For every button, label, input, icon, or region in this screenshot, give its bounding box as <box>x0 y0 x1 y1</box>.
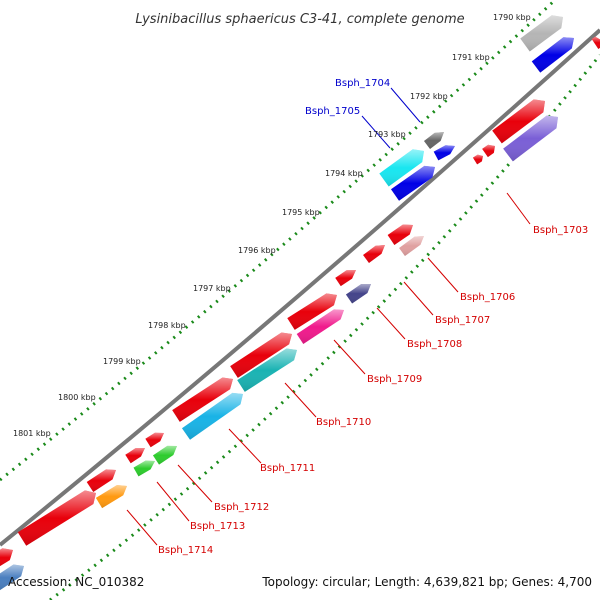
kbp-label: 1800 kbp <box>58 393 96 402</box>
gene-label[interactable]: Bsph_1705 <box>305 106 360 117</box>
gene-arrow-shade <box>472 154 483 165</box>
kbp-label: 1799 kbp <box>103 357 141 366</box>
accession-text: Accession: NC_010382 <box>8 575 144 589</box>
gene-arrow-shade <box>181 392 243 440</box>
gene-arrow-shade <box>423 132 444 149</box>
gene-arrow-shade <box>482 144 495 158</box>
label-connector <box>361 115 391 149</box>
kbp-label: 1796 kbp <box>238 246 276 255</box>
kbp-label: 1793 kbp <box>368 130 406 139</box>
gene-arrow-shade <box>503 115 558 162</box>
gene-arrow-shade <box>230 332 292 378</box>
kbp-label: 1801 kbp <box>13 429 51 438</box>
label-connectors <box>126 87 531 546</box>
gene-label[interactable]: Bsph_1714 <box>158 545 213 556</box>
gene-arrow-shade <box>492 99 545 144</box>
genome-backbone <box>0 28 600 547</box>
gene-arrow-shade <box>0 548 13 567</box>
kbp-label: 1792 kbp <box>410 92 448 101</box>
gene-arrow-shade <box>145 432 164 448</box>
gene-arrow-shade <box>379 149 424 187</box>
gene-arrow-shade <box>172 377 233 422</box>
label-connector <box>284 382 317 418</box>
gene-arrow-shade <box>531 37 574 73</box>
label-connector <box>427 257 459 293</box>
gene-arrow-shade <box>152 445 177 465</box>
gene-arrow-shade <box>125 448 145 464</box>
kbp-label: 1790 kbp <box>493 13 531 22</box>
gene-track <box>0 15 600 591</box>
label-connector <box>126 509 158 546</box>
gene-arrow-shade <box>345 283 371 304</box>
gene-label[interactable]: Bsph_1710 <box>316 417 371 428</box>
gene-arrow-shade <box>399 236 424 257</box>
gene-arrow-shade <box>335 270 356 287</box>
gene-arrow-shade <box>17 490 96 546</box>
kbp-label: 1794 kbp <box>325 169 363 178</box>
gene-label[interactable]: Bsph_1707 <box>435 315 490 326</box>
genome-summary-text: Topology: circular; Length: 4,639,821 bp… <box>261 575 592 589</box>
gene-label[interactable]: Bsph_1713 <box>190 521 245 532</box>
kbp-label: 1791 kbp <box>452 53 490 62</box>
gene-arrow-shade <box>387 224 413 245</box>
gene-arrow-shade <box>433 145 455 161</box>
gene-label[interactable]: Bsph_1711 <box>260 463 315 474</box>
gene-label[interactable]: Bsph_1704 <box>335 78 390 89</box>
label-connector <box>376 307 406 340</box>
label-connector <box>506 192 531 225</box>
kbp-label: 1797 kbp <box>193 284 231 293</box>
gene-arrow-shade <box>287 293 337 330</box>
gene-arrow-shade <box>133 460 155 477</box>
gene-arrow-shade <box>363 245 385 264</box>
label-connector <box>177 464 213 503</box>
kbp-label: 1798 kbp <box>148 321 186 330</box>
gene-arrow-shade <box>520 15 563 52</box>
label-connector <box>390 87 421 123</box>
label-connector <box>333 339 366 375</box>
gene-arrow-shade <box>237 348 297 392</box>
label-connector <box>403 281 434 316</box>
outer-tick-scale <box>0 0 557 482</box>
gene-arrow-shade <box>0 564 24 591</box>
gene-label[interactable]: Bsph_1703 <box>533 225 588 236</box>
gene-arrow-shade <box>296 309 344 345</box>
gene-arrow-shade <box>591 36 600 49</box>
gene-label[interactable]: Bsph_1709 <box>367 374 422 385</box>
map-title: Lysinibacillus sphaericus C3-41, complet… <box>135 12 464 27</box>
kbp-label: 1795 kbp <box>282 208 320 217</box>
gene-label[interactable]: Bsph_1712 <box>214 502 269 513</box>
gene-label[interactable]: Bsph_1706 <box>460 292 515 303</box>
label-connector <box>156 481 190 522</box>
label-connector <box>228 428 262 464</box>
gene-arrow-shade <box>390 165 435 201</box>
gene-label[interactable]: Bsph_1708 <box>407 339 462 350</box>
gene-arrow-shade <box>95 485 127 509</box>
gene-arrow-shade <box>86 469 116 493</box>
